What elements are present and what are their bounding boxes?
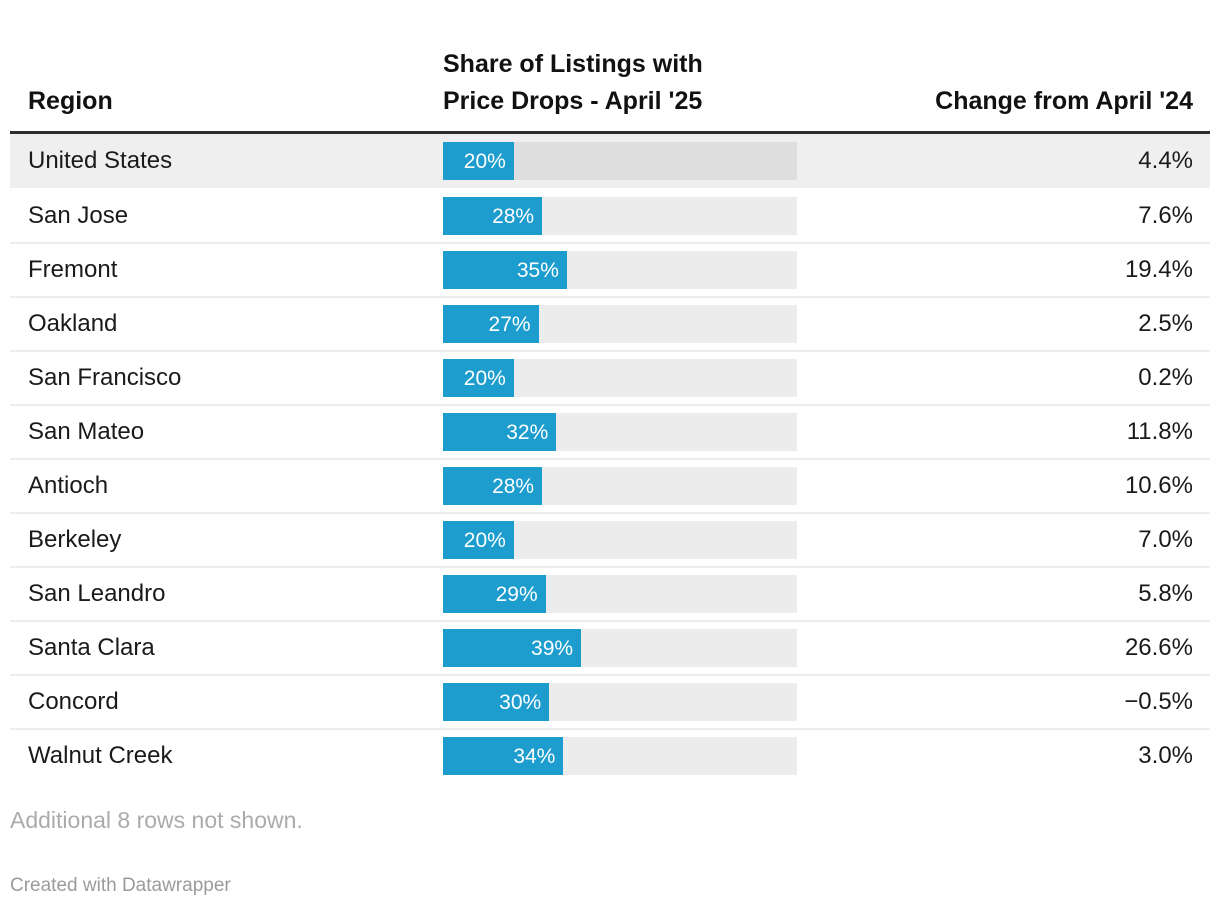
bar-fill: 28% [443,467,543,505]
bar-fill: 20% [443,521,514,559]
bar-track: 28% [443,467,797,505]
bar-fill: 35% [443,251,567,289]
column-header-share: Share of Listings with Price Drops - Apr… [443,50,703,115]
bar-track: 20% [443,359,797,397]
change-cell: 0.2% [1138,364,1193,391]
table-row: San Leandro 29% 5.8% [10,566,1210,620]
table-row: Berkeley 20% 7.0% [10,512,1210,566]
bar-fill: 34% [443,737,564,775]
table-body: United States 20% 4.4% San Jose 28% 7.6%… [10,134,1210,782]
bar-track: 34% [443,737,797,775]
change-cell: 5.8% [1138,580,1193,607]
region-cell: Antioch [28,472,109,499]
region-cell: Oakland [28,310,118,337]
region-cell: San Francisco [28,364,182,391]
bar-label: 39% [531,636,574,660]
bar-track: 39% [443,629,797,667]
region-cell: San Leandro [28,580,166,607]
bar-label: 28% [492,204,535,228]
table-row: Concord 30% −0.5% [10,674,1210,728]
change-cell: 2.5% [1138,310,1193,337]
change-cell: −0.5% [1124,688,1193,715]
bar-fill: 27% [443,305,539,343]
bar-fill: 39% [443,629,582,667]
region-cell: Fremont [28,256,118,283]
bar-label: 35% [516,258,559,282]
table: Region Share of Listings with Price Drop… [10,0,1210,782]
table-header-row: Region Share of Listings with Price Drop… [10,0,1210,134]
region-cell: Santa Clara [28,634,155,661]
bar-label: 27% [488,312,531,336]
rows-not-shown-note: Additional 8 rows not shown. [10,807,303,833]
change-cell: 19.4% [1124,256,1193,283]
bar-track: 35% [443,251,797,289]
change-cell: 3.0% [1138,742,1193,769]
bar-label: 30% [499,690,542,714]
region-cell: United States [28,147,173,174]
datawrapper-attribution-link[interactable]: Created with Datawrapper [10,875,231,896]
bar-label: 20% [463,366,506,390]
table-row: Antioch 28% 10.6% [10,458,1210,512]
change-cell: 7.6% [1138,202,1193,229]
region-cell: Concord [28,688,119,715]
table-row: San Francisco 20% 0.2% [10,350,1210,404]
region-cell: San Jose [28,202,129,229]
bar-track: 29% [443,575,797,613]
bar-track: 28% [443,197,797,235]
bar-label: 32% [506,420,549,444]
bar-track: 30% [443,683,797,721]
change-cell: 10.6% [1124,472,1193,499]
table-row: Santa Clara 39% 26.6% [10,620,1210,674]
change-cell: 7.0% [1138,526,1193,553]
table-row: San Mateo 32% 11.8% [10,404,1210,458]
bar-fill: 20% [443,142,514,180]
bar-fill: 32% [443,413,557,451]
region-cell: Berkeley [28,526,122,553]
region-cell: San Mateo [28,418,145,445]
bar-label: 20% [463,149,506,173]
bar-label: 20% [463,528,506,552]
change-cell: 26.6% [1124,634,1193,661]
bar-fill: 28% [443,197,543,235]
column-header-change: Change from April '24 [935,87,1193,115]
table-row: San Jose 28% 7.6% [10,188,1210,242]
table-row: Fremont 35% 19.4% [10,242,1210,296]
bar-track: 20% [443,521,797,559]
change-cell: 11.8% [1126,418,1193,445]
bar-track: 32% [443,413,797,451]
table-row: Walnut Creek 34% 3.0% [10,728,1210,782]
table-row: United States 20% 4.4% [10,134,1210,188]
change-cell: 4.4% [1138,147,1193,174]
bar-label: 29% [495,582,538,606]
column-header-region: Region [28,87,113,115]
bar-label: 28% [492,474,535,498]
bar-label: 34% [513,744,556,768]
bar-fill: 30% [443,683,550,721]
bar-fill: 29% [443,575,546,613]
table-row: Oakland 27% 2.5% [10,296,1210,350]
bar-track: 27% [443,305,797,343]
bar-fill: 20% [443,359,514,397]
bar-track: 20% [443,142,797,180]
region-cell: Walnut Creek [28,742,173,769]
